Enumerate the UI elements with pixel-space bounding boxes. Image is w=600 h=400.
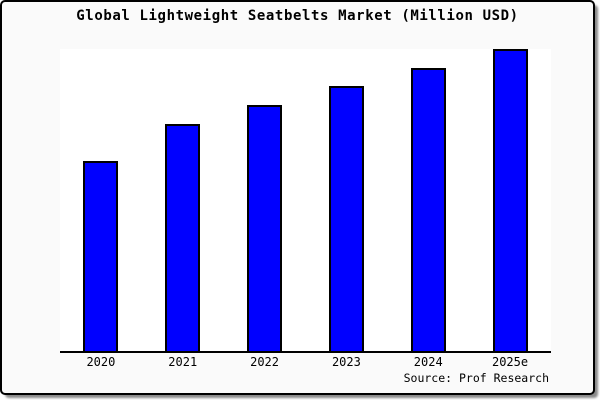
chart-frame: Global Lightweight Seatbelts Market (Mil… bbox=[0, 0, 595, 395]
bar-slot-2025e bbox=[469, 49, 551, 351]
bar-slot-2021 bbox=[142, 49, 224, 351]
x-tick-label-2022: 2022 bbox=[250, 355, 280, 369]
bar-slot-2022 bbox=[224, 49, 306, 351]
bar-slot-2023 bbox=[305, 49, 387, 351]
chart-title: Global Lightweight Seatbelts Market (Mil… bbox=[76, 8, 519, 24]
x-tick-label-2025e: 2025e bbox=[491, 355, 529, 369]
x-tick-label-2021: 2021 bbox=[168, 355, 198, 369]
bar-2022 bbox=[247, 105, 283, 351]
x-axis-tick-labels: 2020 2021 2022 2023 2024 2025e bbox=[60, 355, 551, 369]
bar-2020 bbox=[83, 161, 119, 351]
bar-slot-2024 bbox=[387, 49, 469, 351]
x-tick-label-2024: 2024 bbox=[413, 355, 443, 369]
bar-2021 bbox=[165, 124, 201, 351]
bar-2023 bbox=[328, 86, 364, 351]
source-caption: Source: Prof Research bbox=[403, 371, 549, 385]
plot-area bbox=[60, 49, 551, 353]
bar-group bbox=[60, 49, 551, 351]
x-tick-label-2023: 2023 bbox=[331, 355, 361, 369]
x-tick-label-2020: 2020 bbox=[86, 355, 116, 369]
bar-slot-2020 bbox=[60, 49, 142, 351]
bar-2025e bbox=[492, 49, 528, 351]
bar-2024 bbox=[410, 68, 446, 351]
